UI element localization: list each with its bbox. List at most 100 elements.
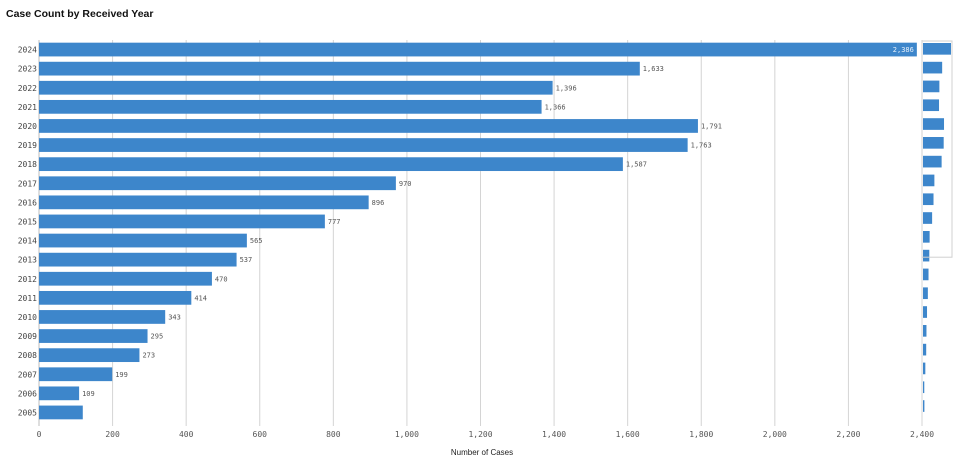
category-label: 2021 bbox=[18, 103, 37, 112]
value-label: 1,763 bbox=[691, 142, 712, 150]
bar[interactable] bbox=[39, 119, 698, 133]
overview-bar bbox=[923, 381, 925, 394]
value-label: 896 bbox=[372, 199, 385, 207]
bar[interactable] bbox=[39, 80, 553, 95]
overview-bar bbox=[923, 400, 925, 412]
overview-bar bbox=[923, 362, 926, 375]
bar[interactable] bbox=[39, 61, 640, 76]
bar[interactable] bbox=[39, 42, 917, 57]
overview-bar bbox=[923, 174, 935, 187]
overview-bar bbox=[923, 99, 940, 112]
category-label: 2013 bbox=[18, 256, 37, 265]
overview-bar bbox=[923, 306, 928, 318]
category-label: 2017 bbox=[18, 179, 37, 188]
value-label: 1,633 bbox=[643, 65, 664, 73]
x-tick-labels: 0 200 400 600 800 1,000 1,200 1,400 1,600 1,800 2,… bbox=[37, 430, 935, 439]
overview-bar bbox=[923, 231, 930, 243]
bar[interactable] bbox=[39, 329, 148, 343]
bar[interactable] bbox=[39, 138, 688, 152]
value-label: 343 bbox=[168, 313, 181, 321]
bar[interactable] bbox=[39, 348, 140, 363]
category-label: 2019 bbox=[18, 141, 37, 150]
overview-bar bbox=[923, 212, 933, 224]
x-tick-label: 2,400 bbox=[910, 430, 934, 439]
x-tick-label: 1,600 bbox=[616, 430, 640, 439]
x-tick-label: 1,000 bbox=[395, 430, 419, 439]
value-label: 1,791 bbox=[701, 122, 722, 130]
value-label: 470 bbox=[215, 275, 228, 283]
value-label: 295 bbox=[151, 333, 164, 341]
category-label: 2012 bbox=[18, 275, 37, 284]
overview-bar bbox=[923, 43, 951, 55]
category-labels: 2024 2023 2022 2021 2020 2019 2018 2017 2016 2015… bbox=[18, 46, 37, 418]
value-label: 537 bbox=[240, 256, 253, 264]
x-tick-label: 2,200 bbox=[836, 430, 860, 439]
value-label: 2,386 bbox=[893, 46, 914, 54]
value-label: 1,587 bbox=[626, 161, 647, 169]
category-label: 2016 bbox=[18, 198, 37, 207]
category-label: 2022 bbox=[18, 84, 37, 93]
category-label: 2015 bbox=[18, 217, 37, 226]
value-label: 1,366 bbox=[545, 103, 566, 111]
category-label: 2007 bbox=[18, 370, 37, 379]
value-label: 970 bbox=[399, 180, 412, 188]
value-label: 1,396 bbox=[556, 84, 577, 92]
bar[interactable] bbox=[39, 386, 80, 401]
bar[interactable] bbox=[39, 252, 237, 267]
category-label: 2023 bbox=[18, 65, 37, 74]
x-axis-label: Number of Cases bbox=[451, 448, 513, 457]
x-tick-label: 1,200 bbox=[468, 430, 492, 439]
category-label: 2008 bbox=[18, 351, 37, 360]
overview-scrollbar[interactable] bbox=[921, 40, 953, 412]
overview-bar bbox=[923, 155, 942, 168]
bars bbox=[39, 42, 917, 420]
x-tick-label: 800 bbox=[326, 430, 341, 439]
value-label: 199 bbox=[115, 371, 128, 379]
overview-bar bbox=[923, 118, 945, 130]
x-tick-label: 400 bbox=[179, 430, 194, 439]
bar[interactable] bbox=[39, 405, 83, 420]
value-label: 414 bbox=[194, 294, 207, 302]
value-label: 565 bbox=[250, 237, 263, 245]
bar[interactable] bbox=[39, 214, 325, 229]
category-label: 2009 bbox=[18, 332, 37, 341]
bar[interactable] bbox=[39, 99, 542, 114]
bar[interactable] bbox=[39, 290, 192, 305]
grid-lines bbox=[38, 40, 923, 426]
overview-bar bbox=[923, 268, 929, 281]
value-label: 109 bbox=[82, 390, 95, 398]
overview-bar bbox=[923, 287, 928, 300]
overview-bar bbox=[923, 61, 943, 74]
category-label: 2010 bbox=[18, 313, 37, 322]
x-tick-label: 1,800 bbox=[689, 430, 713, 439]
category-label: 2014 bbox=[18, 237, 37, 246]
overview-bar bbox=[923, 193, 934, 206]
bar[interactable] bbox=[39, 157, 623, 172]
overview-viewport-handle[interactable] bbox=[921, 40, 953, 258]
bar[interactable] bbox=[39, 310, 166, 324]
category-label: 2005 bbox=[18, 408, 37, 417]
x-tick-label: 0 bbox=[37, 430, 42, 439]
overview-bar bbox=[923, 80, 940, 93]
bar[interactable] bbox=[39, 195, 369, 210]
bar[interactable] bbox=[39, 271, 212, 286]
overview-bar bbox=[923, 343, 927, 356]
x-tick-label: 200 bbox=[105, 430, 120, 439]
x-tick-label: 2,000 bbox=[763, 430, 787, 439]
bar[interactable] bbox=[39, 233, 247, 248]
chart-title: Case Count by Received Year bbox=[6, 8, 154, 20]
x-tick-label: 600 bbox=[253, 430, 268, 439]
overview-bar bbox=[923, 325, 927, 337]
bar[interactable] bbox=[39, 176, 396, 191]
value-label: 273 bbox=[142, 352, 155, 360]
value-label: 777 bbox=[328, 218, 341, 226]
overview-bar bbox=[923, 137, 944, 149]
value-labels: 2,386 1,633 1,396 1,366 1,791 1,763 1,587 970 89… bbox=[82, 46, 914, 398]
category-label: 2006 bbox=[18, 389, 37, 398]
category-label: 2024 bbox=[18, 46, 37, 55]
overview-bar bbox=[923, 249, 930, 262]
category-label: 2018 bbox=[18, 160, 37, 169]
category-label: 2011 bbox=[18, 294, 37, 303]
bar[interactable] bbox=[39, 367, 113, 382]
